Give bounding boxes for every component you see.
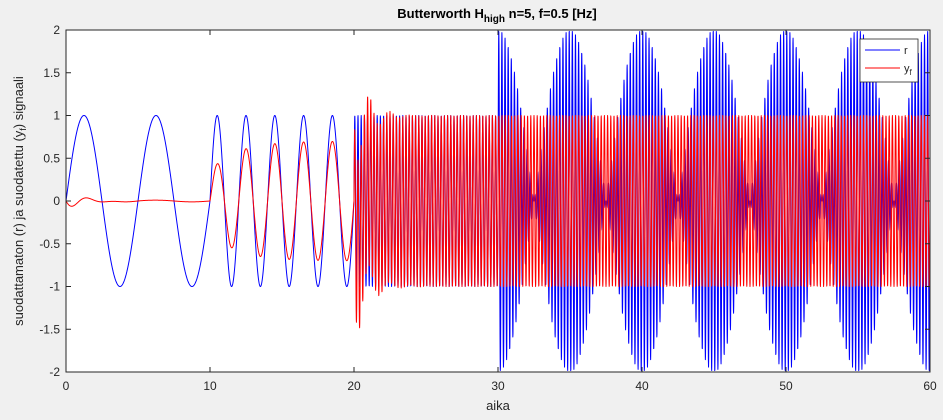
y-tick-label: 2 [53, 23, 60, 37]
y-tick-label: -2 [49, 365, 60, 379]
title-suffix: n=5, f=0.5 [Hz] [505, 6, 597, 21]
x-tick-label: 10 [203, 379, 217, 393]
y-axis-label: suodattamaton (r) ja suodatettu (yf) sig… [11, 76, 28, 326]
x-tick-label: 40 [635, 379, 649, 393]
x-axis-label: aika [486, 398, 511, 413]
series-layer [65, 30, 931, 372]
legend[interactable]: r yf [859, 38, 919, 83]
y-tick-label: 1 [53, 109, 60, 123]
legend-r-text: r [904, 45, 908, 57]
y-tick-label: -1 [49, 280, 60, 294]
x-tick-label: 60 [923, 379, 937, 393]
x-tick-label: 0 [63, 379, 70, 393]
x-tick-label: 50 [779, 379, 793, 393]
series-line-yf [65, 96, 931, 329]
y-tick-label: -0.5 [39, 237, 60, 251]
legend-yf-subscript: f [910, 68, 913, 77]
y-tick-label: 0.5 [43, 151, 60, 165]
title-main: Butterworth H [397, 6, 484, 21]
ticks-layer: 0 10 20 30 40 50 60 -2 -1.5 -1 -0.5 0 0.5 1 1.5 2 [39, 23, 937, 393]
x-tick-label: 30 [491, 379, 505, 393]
y-tick-label: -1.5 [39, 322, 60, 336]
x-tick-label: 20 [347, 379, 361, 393]
ylabel-subscript: f [18, 128, 28, 131]
y-tick-label: 0 [53, 194, 60, 208]
title-subscript: high [484, 14, 505, 25]
ylabel-suffix: ) signaali [11, 76, 26, 128]
legend-label-yf: yf [904, 63, 913, 77]
ylabel-main: suodattamaton (r) ja suodatettu (y [11, 130, 26, 326]
legend-yf-text: y [904, 63, 910, 75]
chart-title: Butterworth Hhigh n=5, f=0.5 [Hz] [397, 6, 597, 25]
legend-label-r: r [904, 45, 908, 57]
y-tick-label: 1.5 [43, 66, 60, 80]
legend-box [859, 38, 919, 83]
